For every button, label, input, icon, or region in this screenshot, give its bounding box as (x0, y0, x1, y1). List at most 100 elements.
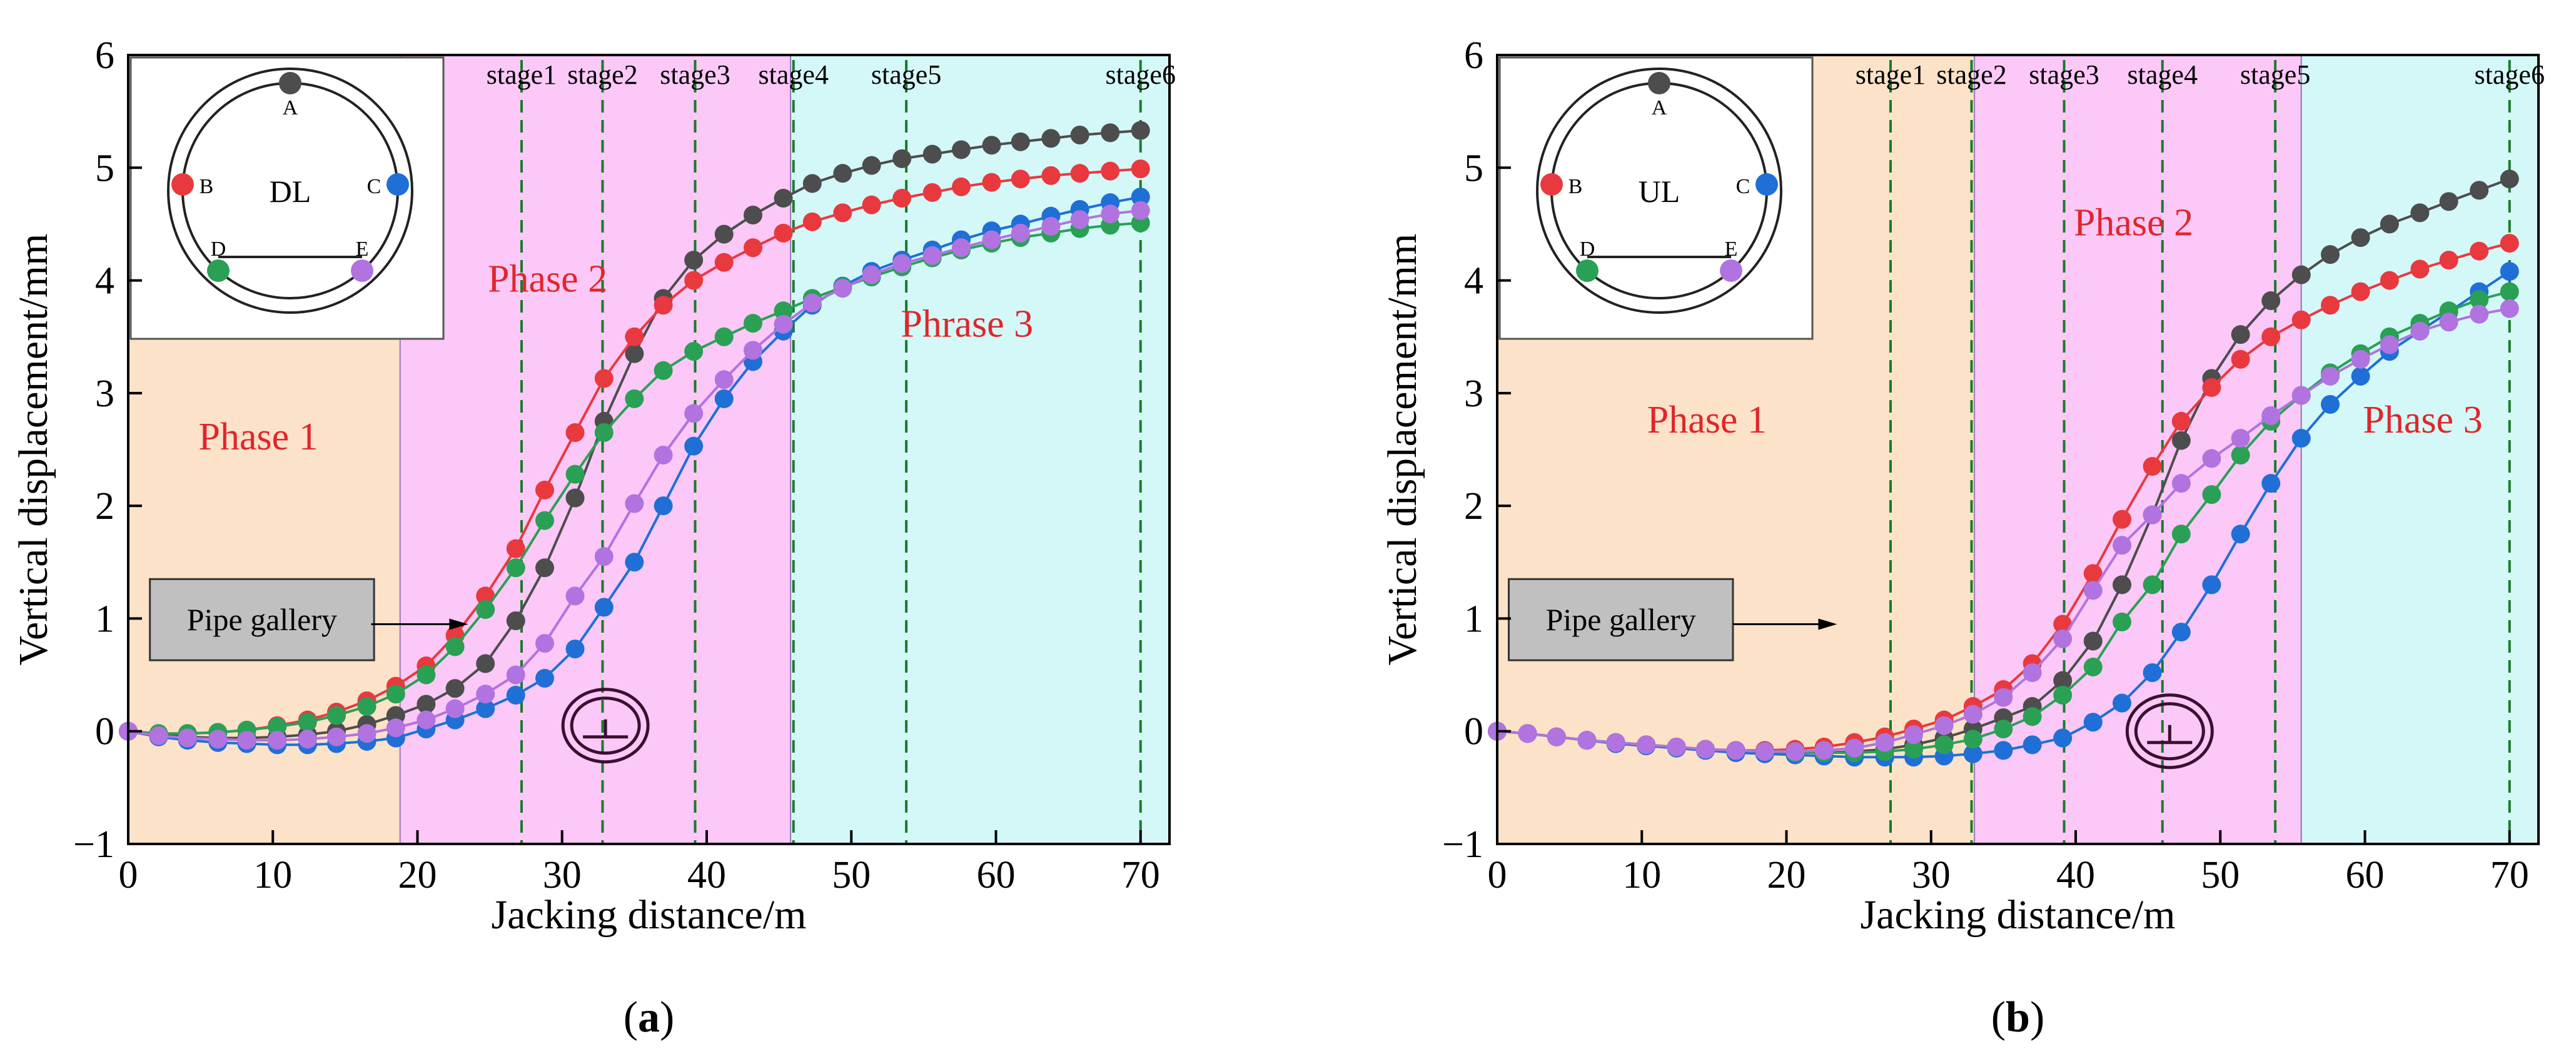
data-point-B-34 (1131, 159, 1150, 179)
x-tick-label-30: 30 (543, 854, 582, 896)
pipe-gallery-box (1508, 578, 1734, 661)
x-tick-label-0: 0 (119, 854, 138, 896)
data-point-B-30 (1011, 169, 1030, 189)
data-point-C-22 (2143, 663, 2162, 682)
data-point-A-34 (2500, 169, 2519, 189)
data-point-B-27 (2291, 310, 2311, 329)
data-point-E-34 (2500, 299, 2519, 318)
data-point-B-27 (922, 183, 942, 202)
data-point-E-9 (1755, 742, 1774, 761)
data-point-E-27 (922, 246, 942, 265)
data-point-B-22 (774, 223, 793, 243)
data-point-A-29 (982, 136, 1001, 155)
data-point-C-34 (2500, 262, 2519, 281)
data-point-E-10 (417, 710, 436, 730)
data-point-A-30 (1011, 132, 1030, 151)
data-point-E-1 (149, 726, 168, 745)
x-tick-label-40: 40 (2056, 854, 2095, 896)
data-point-E-11 (1814, 741, 1834, 760)
data-point-E-17 (625, 494, 644, 513)
pipe-gallery-label: Pipe gallery (1546, 602, 1696, 637)
data-point-D-20 (2083, 657, 2103, 676)
inset-center-label: DL (270, 174, 311, 209)
data-point-C-17 (1994, 741, 2013, 760)
data-point-E-21 (744, 341, 762, 360)
inset-point-label-E: E (356, 238, 369, 261)
data-point-E-32 (1070, 210, 1089, 229)
data-point-E-6 (1667, 737, 1686, 756)
data-point-C-14 (535, 668, 554, 688)
data-point-D-17 (1994, 720, 2013, 739)
data-point-C-16 (594, 598, 614, 617)
data-point-B-16 (594, 369, 614, 388)
data-point-E-33 (2470, 304, 2489, 324)
data-point-E-28 (2321, 366, 2340, 386)
inset-outer-ring (1536, 68, 1782, 314)
data-point-E-3 (208, 730, 228, 749)
data-point-A-22 (774, 188, 793, 208)
data-point-C-28 (2321, 394, 2340, 414)
data-point-E-29 (982, 230, 1001, 249)
data-point-D-22 (2143, 575, 2162, 595)
data-point-A-11 (445, 679, 465, 698)
data-point-E-7 (1696, 740, 1715, 759)
panel-caption: (a) (624, 993, 675, 1041)
data-point-C-29 (2351, 366, 2370, 386)
x-tick-label-60: 60 (2346, 854, 2385, 896)
data-point-C-21 (2113, 693, 2131, 713)
data-point-B-21 (2113, 509, 2131, 529)
x-tick-label-60: 60 (977, 854, 1016, 896)
data-point-E-29 (2351, 349, 2370, 369)
chart-panel-a: stage1 stage2 stage3 stage4 stage5 stage6 Phas… (11, 34, 1176, 1041)
x-tick-label-70: 70 (2490, 854, 2529, 896)
data-point-E-32 (2439, 313, 2458, 332)
x-tick-label-20: 20 (398, 854, 437, 896)
data-point-D-12 (476, 600, 495, 620)
plot-frame (127, 54, 1171, 845)
data-point-B-24 (2202, 378, 2221, 397)
y-tick-label-3: 3 (95, 373, 114, 415)
inset-point-A (279, 72, 301, 94)
data-point-D-21 (2113, 612, 2131, 631)
data-point-A-32 (2439, 192, 2458, 211)
data-point-D-5 (268, 717, 287, 736)
y-tick-label-6: 6 (1464, 34, 1483, 77)
phase-band-2 (399, 54, 792, 845)
data-point-C-13 (506, 686, 525, 705)
x-tick-label-10: 10 (253, 854, 292, 896)
gallery-symbol-inner (2134, 702, 2205, 761)
data-point-E-4 (237, 731, 256, 750)
data-point-E-12 (1845, 738, 1864, 758)
data-point-D-13 (506, 558, 525, 578)
data-point-E-5 (1637, 735, 1656, 755)
inset-diagram: A B C D E UL (1498, 56, 1814, 340)
data-point-B-28 (2321, 296, 2340, 315)
data-point-B-20 (714, 253, 734, 272)
data-point-B-34 (2500, 234, 2519, 253)
phase-label-1: Phase 1 (199, 416, 318, 458)
data-point-C-16 (1963, 744, 1983, 763)
inset-point-label-B: B (1568, 175, 1583, 198)
data-point-E-15 (1934, 716, 1954, 735)
x-tick-label-50: 50 (832, 854, 871, 896)
stage-label-1: stage1 (1856, 59, 1926, 90)
data-point-B-26 (892, 188, 912, 208)
data-point-E-22 (2143, 505, 2162, 524)
stage-label-6: stage6 (2475, 59, 2545, 90)
data-point-A-20 (714, 224, 734, 244)
data-point-D-8 (357, 697, 376, 716)
data-point-E-19 (2053, 629, 2073, 648)
data-point-C-34 (1131, 188, 1150, 207)
data-point-A-10 (417, 695, 436, 714)
inset-point-D (1576, 259, 1599, 282)
data-point-E-18 (2023, 663, 2042, 682)
data-point-D-6 (298, 713, 317, 732)
plot-frame (1496, 54, 2540, 845)
data-point-D-14 (1904, 740, 1923, 759)
data-point-E-8 (357, 724, 376, 743)
x-tick-label-50: 50 (2201, 854, 2240, 896)
data-point-A-17 (625, 344, 644, 363)
data-point-C-12 (476, 699, 495, 718)
data-point-E-10 (1786, 742, 1805, 761)
data-point-E-34 (1131, 201, 1150, 220)
